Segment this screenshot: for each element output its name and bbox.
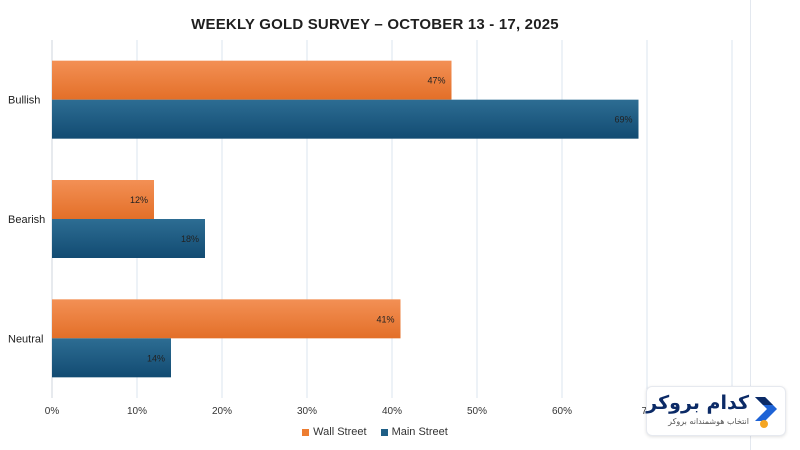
data-label: 12%: [130, 195, 148, 205]
category-label: Bearish: [8, 214, 45, 226]
brand-watermark: کدام بروکر انتخاب هوشمندانه بروکر: [646, 386, 786, 436]
x-tick-label: 0%: [45, 406, 60, 417]
brand-tagline: انتخاب هوشمندانه بروکر: [668, 417, 749, 426]
legend-swatch: [380, 428, 388, 436]
legend-item-main-street: Main Street: [380, 426, 448, 438]
data-label: 41%: [376, 314, 394, 324]
legend-label: Main Street: [391, 426, 448, 438]
legend-label: Wall Street: [313, 426, 367, 438]
chart-title: WEEKLY GOLD SURVEY – OCTOBER 13 - 17, 20…: [191, 16, 559, 33]
x-tick-label: 40%: [382, 406, 402, 417]
bar: [52, 99, 639, 139]
x-tick-label: 60%: [552, 406, 572, 417]
bar-chart: 0%10%20%30%40%50%60%7047%69%Bullish12%18…: [8, 40, 733, 417]
legend-item-wall-street: Wall Street: [302, 426, 367, 438]
category-label: Neutral: [8, 333, 43, 345]
x-tick-label: 30%: [297, 406, 317, 417]
data-label: 18%: [181, 234, 199, 244]
data-label: 47%: [427, 76, 445, 86]
chart-frame: [750, 0, 751, 450]
legend: Wall Street Main Street: [0, 426, 750, 438]
brand-name: کدام بروکر: [646, 392, 749, 414]
data-label: 69%: [614, 115, 632, 125]
x-tick-label: 10%: [127, 406, 147, 417]
bar: [52, 338, 171, 378]
bar: [52, 219, 205, 258]
x-tick-label: 50%: [467, 406, 487, 417]
bar: [52, 299, 401, 339]
bar: [52, 180, 154, 219]
bar: [52, 60, 452, 100]
chevron-logo-icon: [755, 397, 777, 428]
x-tick-label: 20%: [212, 406, 232, 417]
legend-swatch: [302, 428, 310, 436]
data-label: 14%: [147, 353, 165, 363]
category-label: Bullish: [8, 95, 40, 107]
